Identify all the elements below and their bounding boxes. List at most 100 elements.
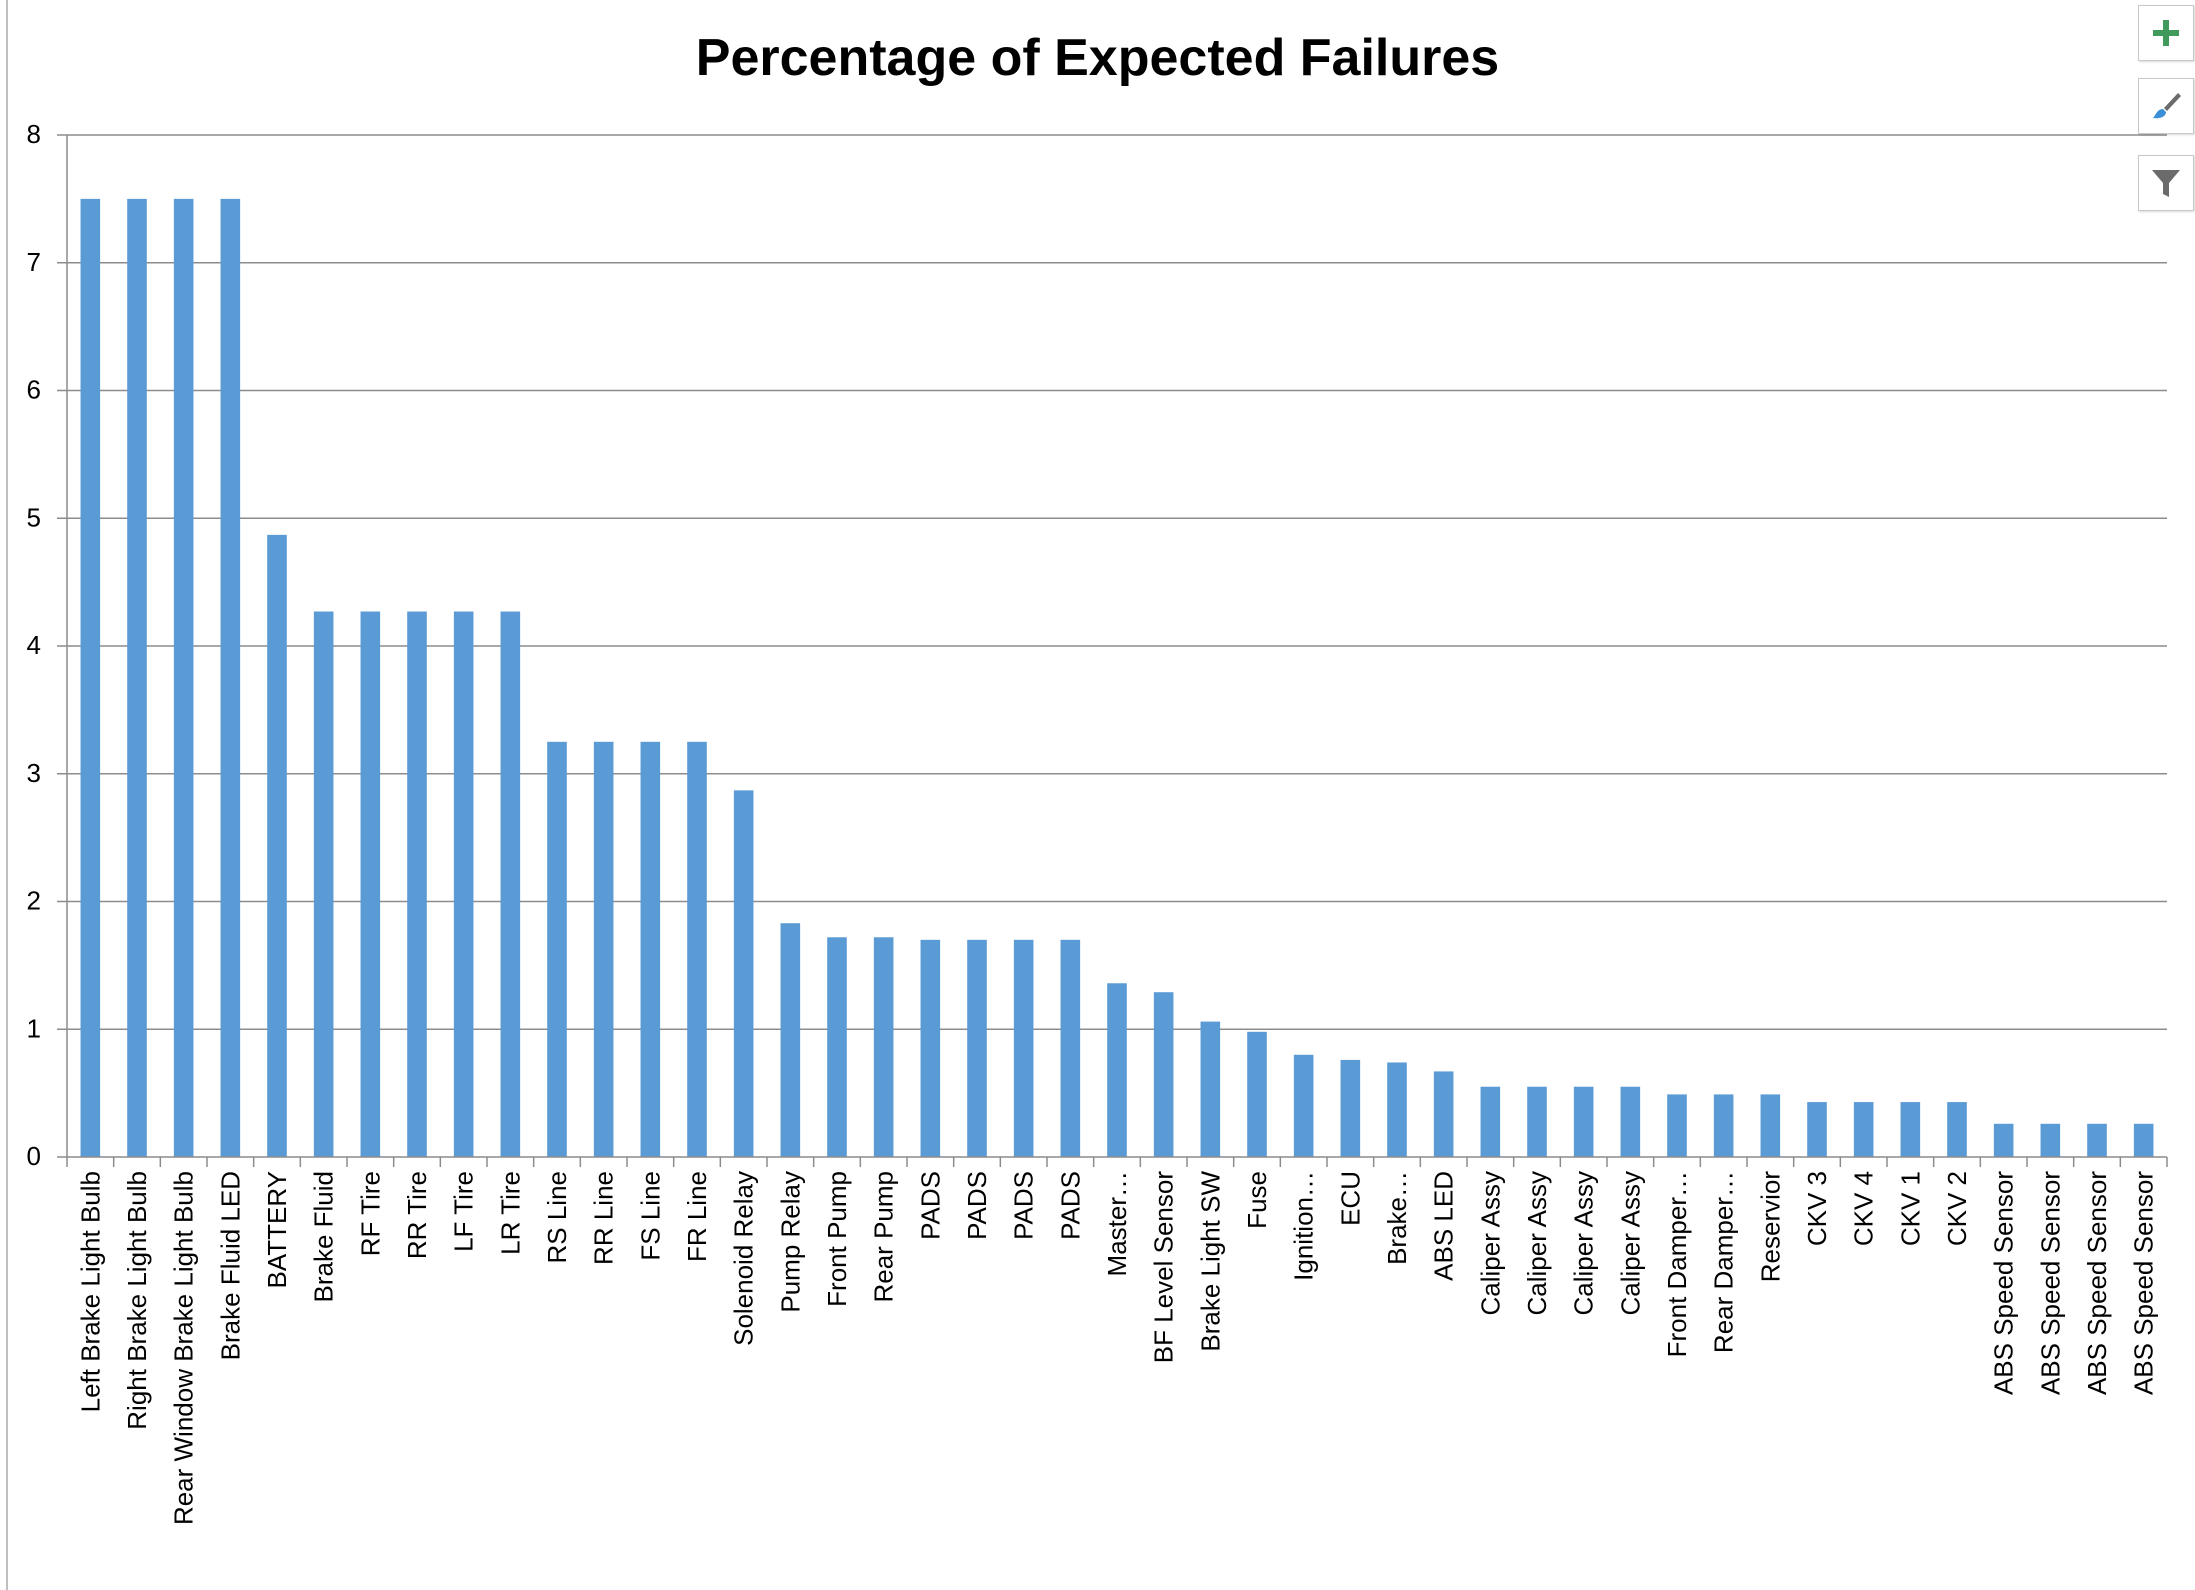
y-tick-labels: 0 1 2 3 4 5 6 7 8 (27, 119, 41, 1171)
bar (173, 198, 194, 1157)
x-tick-label: Front Damper… (1662, 1171, 1692, 1357)
bar (267, 534, 287, 1157)
bar (733, 790, 754, 1157)
bar (2040, 1123, 2061, 1157)
x-tick-label: RF Tire (355, 1171, 385, 1256)
bar (1060, 939, 1081, 1157)
chart-styles-button[interactable] (2138, 78, 2194, 134)
x-tick-label: Ignition… (1289, 1171, 1319, 1281)
x-tick-label: CKV 2 (1942, 1171, 1972, 1246)
x-tick-label: ABS LED (1429, 1171, 1459, 1281)
bar (1620, 1086, 1641, 1157)
x-tick-label: Pump Relay (775, 1171, 805, 1313)
x-tick-label: Rear Damper… (1709, 1171, 1739, 1353)
bar (1853, 1102, 1874, 1157)
x-tick-label: Caliper Assy (1475, 1171, 1505, 1316)
paintbrush-icon (2153, 93, 2181, 119)
bar (780, 923, 801, 1157)
y-tick-label: 6 (27, 375, 41, 405)
x-tick-label: Solenoid Relay (729, 1171, 759, 1346)
x-tick-label: PADS (1055, 1171, 1085, 1240)
bar (1340, 1059, 1361, 1157)
y-tick-label: 4 (27, 630, 41, 660)
bar (1807, 1102, 1827, 1157)
x-tick-label: FS Line (635, 1171, 665, 1261)
x-tick-label: LF Tire (449, 1171, 479, 1252)
bar (313, 611, 334, 1157)
x-tick-label: PADS (962, 1171, 992, 1240)
bar (1760, 1094, 1781, 1157)
x-tick-label: Reservior (1755, 1171, 1785, 1283)
bar (547, 741, 567, 1157)
bar (127, 198, 147, 1157)
filter-icon (2152, 170, 2180, 197)
bar (920, 939, 941, 1157)
x-tick-label: PADS (1009, 1171, 1039, 1240)
bar (1480, 1086, 1501, 1157)
bar (407, 611, 427, 1157)
x-tick-label: LR Tire (495, 1171, 525, 1255)
x-tick-label: Right Brake Light Bulb (122, 1171, 152, 1430)
x-tick-label: Brake Light SW (1195, 1171, 1225, 1352)
plus-icon (2153, 20, 2179, 46)
x-tick-label: ABS Speed Sensor (2129, 1171, 2159, 1395)
x-tick-label: ABS Speed Sensor (2035, 1171, 2065, 1395)
x-tick-label: Caliper Assy (1569, 1171, 1599, 1316)
bar (1200, 1021, 1221, 1157)
bar (453, 611, 474, 1157)
x-tick-label: ABS Speed Sensor (1989, 1171, 2019, 1395)
x-tick-label: PADS (915, 1171, 945, 1240)
bar (1993, 1123, 2014, 1157)
bar (827, 937, 847, 1157)
x-tick-label: BF Level Sensor (1149, 1171, 1179, 1364)
x-tick-labels: Left Brake Light Bulb Right Brake Light B… (75, 1171, 2158, 1526)
y-tick-label: 0 (27, 1141, 41, 1171)
bar (500, 611, 521, 1157)
chart-filters-button[interactable] (2138, 155, 2194, 211)
x-tick-label: CKV 3 (1802, 1171, 1832, 1246)
x-tick-label: Front Pump (822, 1171, 852, 1307)
bar (2133, 1123, 2154, 1157)
bar (220, 198, 241, 1157)
y-tick-label: 1 (27, 1013, 41, 1043)
x-tick-label: Brake Fluid LED (215, 1171, 245, 1360)
bar (967, 939, 987, 1157)
chart-left-border (6, 0, 8, 1590)
x-tick-label: CKV 1 (1895, 1171, 1925, 1246)
bar (1107, 983, 1127, 1157)
bar (1667, 1094, 1687, 1157)
x-tick-label: CKV 4 (1849, 1171, 1879, 1246)
bar (1527, 1086, 1547, 1157)
bar (1947, 1102, 1967, 1157)
x-tick-label: Rear Window Brake Light Bulb (169, 1171, 199, 1525)
x-tick-label: Rear Pump (869, 1171, 899, 1303)
bar (1013, 939, 1034, 1157)
x-tick-label: Brake… (1382, 1171, 1412, 1265)
bar (80, 198, 101, 1157)
x-tick-label: Left Brake Light Bulb (75, 1171, 105, 1412)
bars (80, 198, 2154, 1157)
bar (687, 741, 707, 1157)
chart-elements-button[interactable] (2138, 5, 2194, 61)
bar (360, 611, 381, 1157)
bar (2087, 1123, 2107, 1157)
bar (593, 741, 614, 1157)
axes (66, 135, 2168, 1167)
x-tick-label: Master… (1102, 1171, 1132, 1276)
bar (1153, 992, 1174, 1157)
x-tick-label: Brake Fluid (309, 1171, 339, 1303)
x-tick-label: FR Line (682, 1171, 712, 1262)
bar (1900, 1102, 1921, 1157)
x-tick-label: Fuse (1242, 1171, 1272, 1229)
x-tick-label: RR Tire (402, 1171, 432, 1259)
y-tick-label: 5 (27, 502, 41, 532)
y-tick-label: 3 (27, 758, 41, 788)
bar (873, 937, 894, 1157)
bar (1433, 1071, 1454, 1157)
x-tick-label: ECU (1335, 1171, 1365, 1226)
chart-title: Percentage of Expected Failures (695, 29, 1500, 87)
x-tick-label: Caliper Assy (1522, 1171, 1552, 1316)
x-tick-label: BATTERY (262, 1171, 292, 1289)
